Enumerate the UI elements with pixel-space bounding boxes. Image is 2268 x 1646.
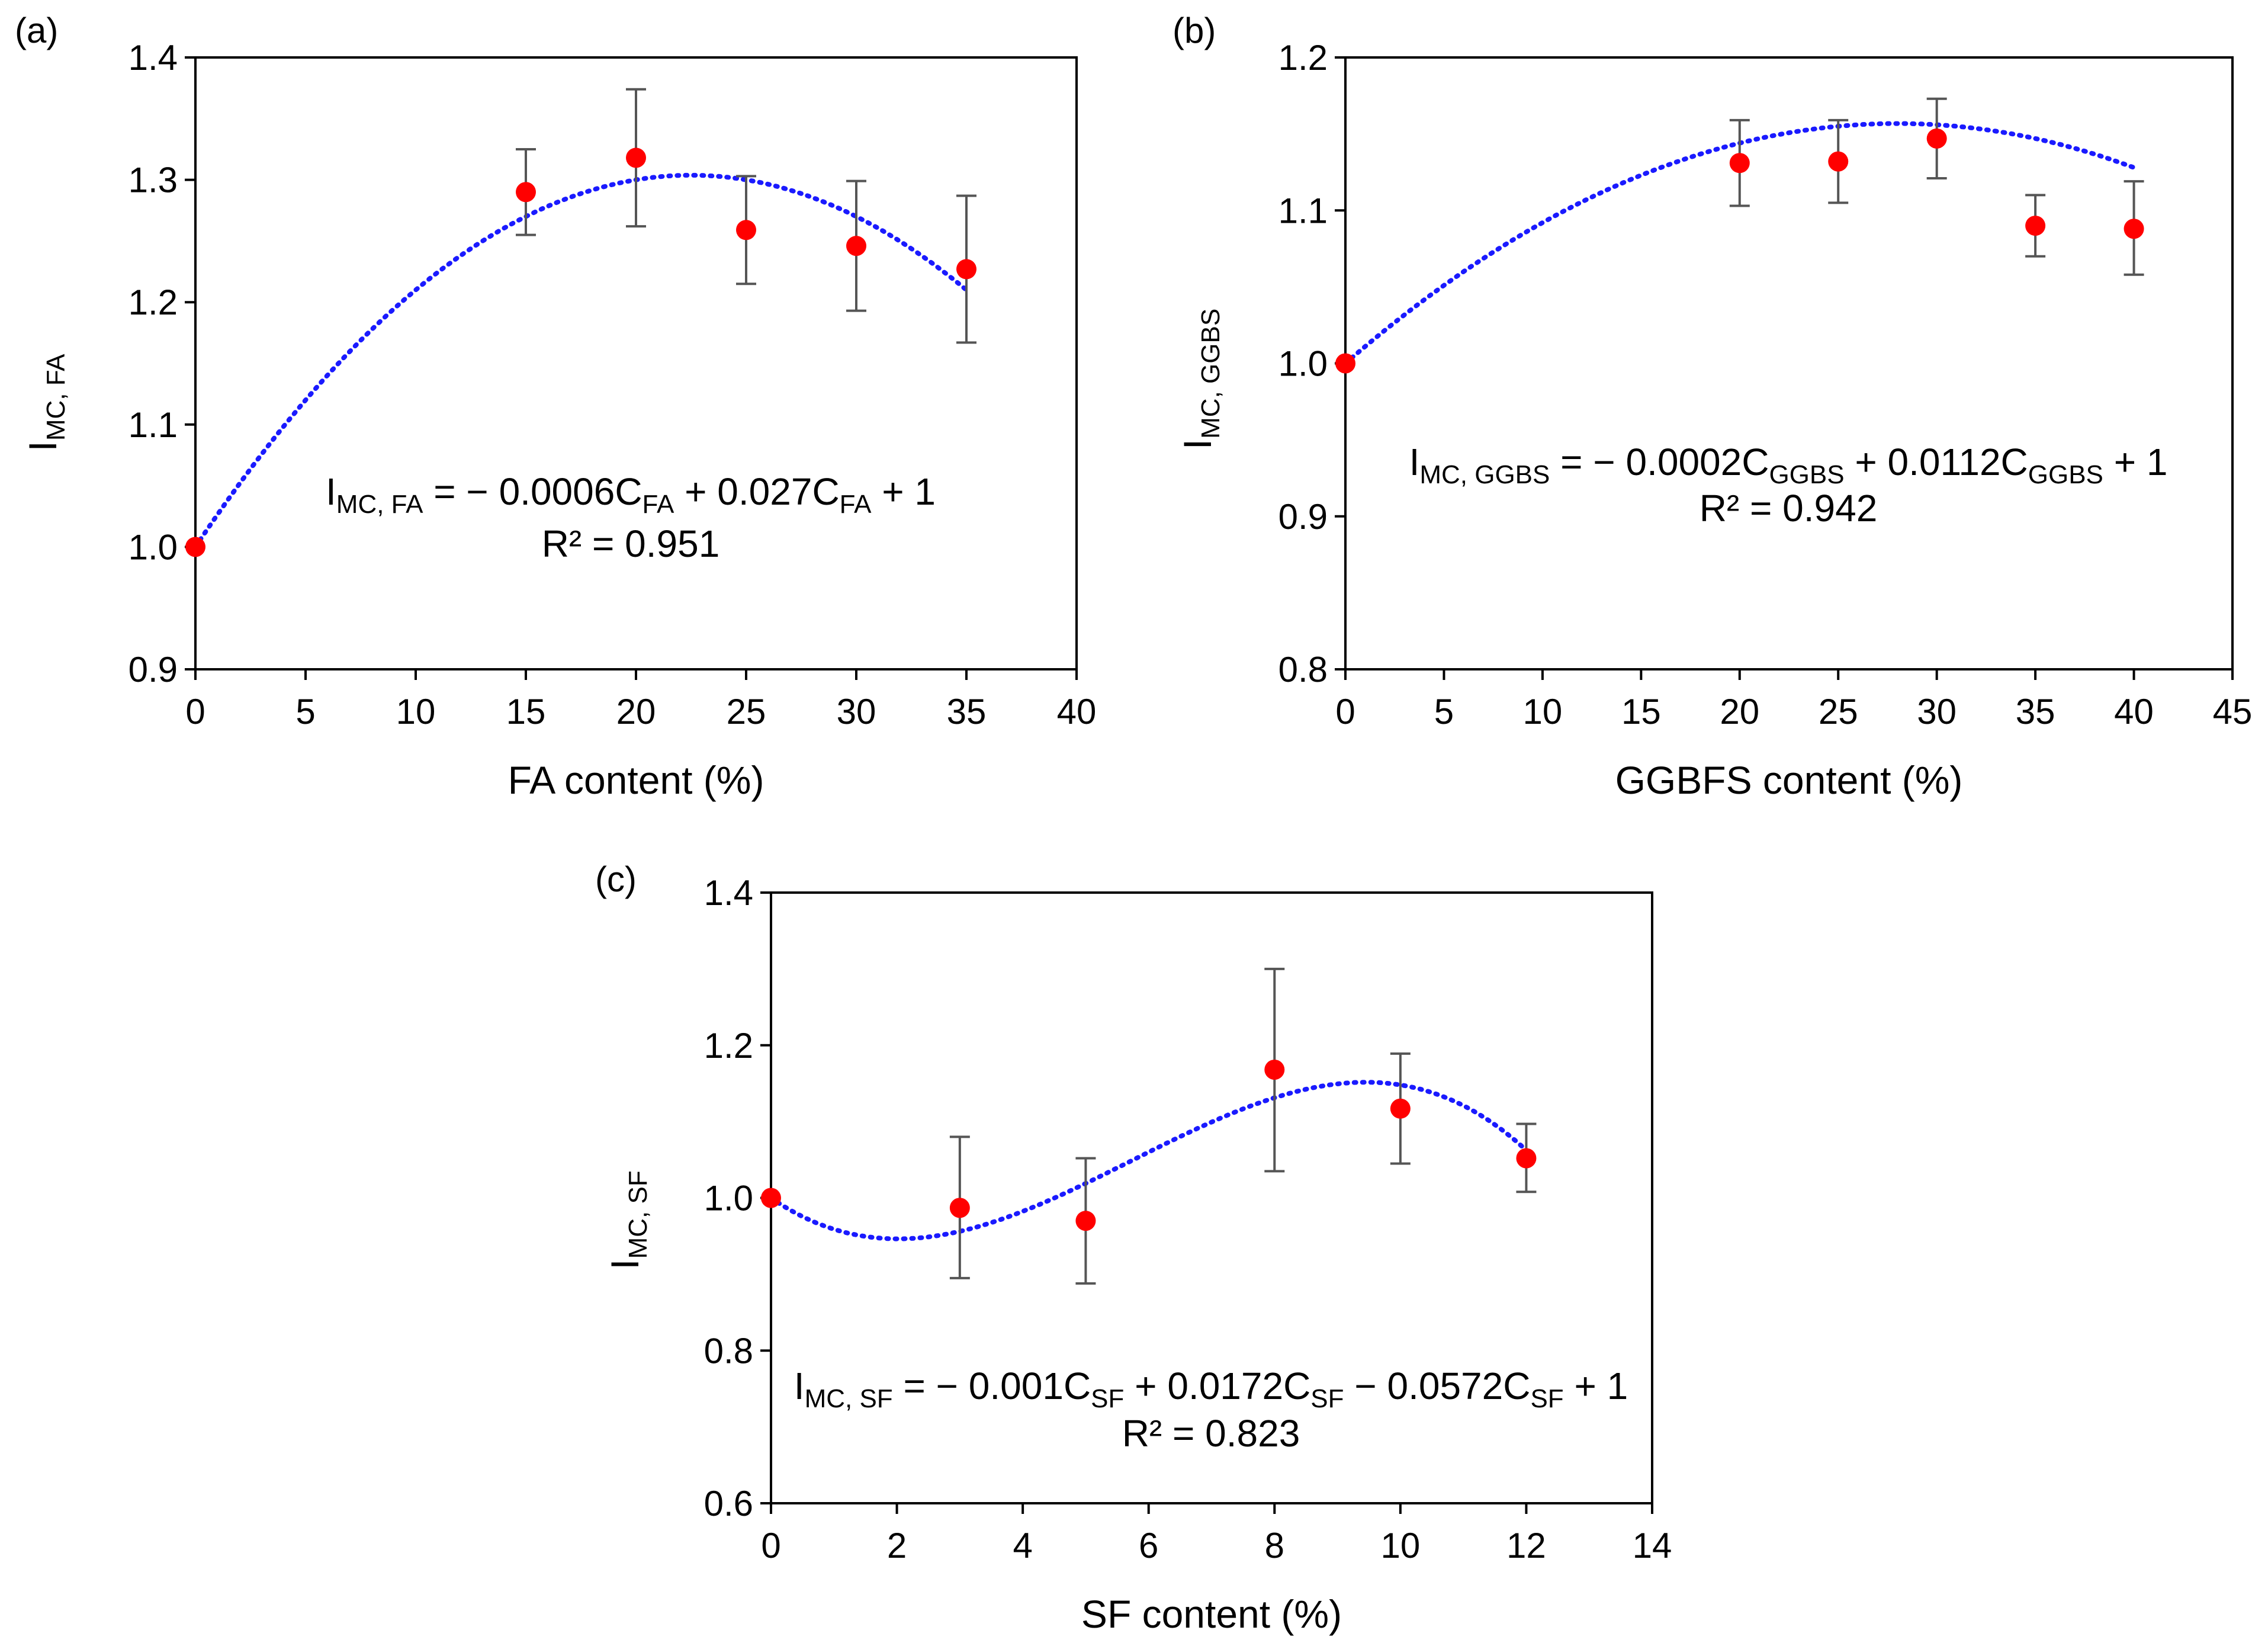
y-axis-title: IMC, FA xyxy=(21,354,70,452)
x-tick-label: 15 xyxy=(506,692,546,731)
y-tick-label: 1.2 xyxy=(1278,38,1328,78)
regression-equation: IMC, GGBS = − 0.0002CGGBS + 0.0112CGGBS … xyxy=(1409,441,2168,489)
y-tick-label: 1.0 xyxy=(129,527,178,567)
data-point xyxy=(949,1198,970,1218)
x-tick-label: 35 xyxy=(947,692,987,731)
x-axis-title: GGBFS content (%) xyxy=(1615,758,1963,802)
y-tick-label: 1.0 xyxy=(704,1179,753,1218)
chart-panel-a: 0 5 10 15 20 25 30 35 40 0.9 1.0 1.1 1.2 1.3 1.4 FA con… xyxy=(15,11,1096,802)
regression-equation: IMC, SF = − 0.001CSF + 0.0172CSF − 0.057… xyxy=(794,1365,1628,1413)
y-tick-label: 1.2 xyxy=(129,283,178,322)
x-tick-label: 45 xyxy=(2213,692,2253,731)
x-tick-label: 30 xyxy=(1917,692,1957,731)
panel-label: (b) xyxy=(1172,11,1216,50)
x-axis-title: FA content (%) xyxy=(508,758,764,802)
chart-panel-b: 0 5 10 15 20 25 30 35 40 45 0.8 0.9 1.0 1.1 1.2 GGBFS c… xyxy=(1172,11,2252,802)
x-tick-label: 10 xyxy=(396,692,436,731)
r-squared: R² = 0.823 xyxy=(1122,1412,1300,1455)
y-axis-title: IMC, GGBS xyxy=(1175,309,1225,450)
regression-equation: IMC, FA = − 0.0006CFA + 0.027CFA + 1 xyxy=(326,470,936,519)
data-point xyxy=(1264,1059,1285,1080)
data-point xyxy=(185,537,205,557)
x-tick-label: 8 xyxy=(1265,1526,1284,1565)
data-point xyxy=(1926,128,1947,149)
data-point xyxy=(516,182,536,203)
x-tick-label: 0 xyxy=(185,692,205,731)
x-tick-label: 35 xyxy=(2016,692,2055,731)
y-tick-label: 0.6 xyxy=(704,1484,753,1523)
x-tick-label: 10 xyxy=(1523,692,1563,731)
data-point xyxy=(626,147,646,168)
y-tick-label: 1.1 xyxy=(1278,191,1328,230)
data-point xyxy=(1828,151,1849,172)
x-tick-label: 12 xyxy=(1506,1526,1546,1565)
y-tick-label: 1.0 xyxy=(1278,344,1328,384)
y-tick-label: 1.4 xyxy=(704,873,753,913)
r-squared: R² = 0.942 xyxy=(1700,487,1878,530)
r-squared: R² = 0.951 xyxy=(542,522,720,565)
chart-panel-c: 0 2 4 6 8 10 12 14 0.6 0.8 1.0 1.2 1.4 SF content (%)… xyxy=(595,859,1672,1636)
y-tick-label: 1.1 xyxy=(129,405,178,445)
x-tick-label: 25 xyxy=(1819,692,1858,731)
data-point xyxy=(1729,153,1750,174)
x-axis-title: SF content (%) xyxy=(1081,1592,1342,1636)
y-tick-label: 1.3 xyxy=(129,161,178,200)
x-tick-label: 0 xyxy=(761,1526,780,1565)
y-tick-label: 0.9 xyxy=(1278,497,1328,537)
y-tick-label: 0.8 xyxy=(1278,650,1328,689)
x-tick-label: 14 xyxy=(1633,1526,1672,1565)
y-tick-label: 1.2 xyxy=(704,1026,753,1066)
y-tick-label: 1.4 xyxy=(129,38,178,78)
y-tick-label: 0.8 xyxy=(704,1331,753,1371)
x-tick-label: 4 xyxy=(1013,1526,1032,1565)
x-tick-label: 30 xyxy=(837,692,876,731)
data-point xyxy=(1390,1098,1411,1119)
data-point xyxy=(2124,219,2144,239)
data-point xyxy=(736,220,756,240)
x-tick-label: 5 xyxy=(295,692,315,731)
x-tick-label: 6 xyxy=(1139,1526,1158,1565)
y-tick-label: 0.9 xyxy=(129,650,178,689)
panel-label: (c) xyxy=(595,859,637,899)
x-tick-label: 15 xyxy=(1621,692,1661,731)
panel-label: (a) xyxy=(15,11,58,50)
trendline xyxy=(193,172,969,550)
data-point xyxy=(1516,1148,1537,1169)
data-point xyxy=(846,236,866,256)
x-tick-label: 25 xyxy=(727,692,766,731)
x-tick-label: 40 xyxy=(1057,692,1097,731)
x-tick-label: 0 xyxy=(1335,692,1355,731)
data-point xyxy=(2025,216,2046,236)
data-point xyxy=(1075,1211,1096,1231)
x-tick-label: 20 xyxy=(1720,692,1759,731)
x-tick-label: 10 xyxy=(1380,1526,1420,1565)
x-tick-label: 5 xyxy=(1434,692,1454,731)
plot-area-frame xyxy=(1344,56,2234,670)
y-axis-title: IMC, SF xyxy=(603,1170,653,1269)
x-tick-label: 2 xyxy=(887,1526,907,1565)
x-tick-label: 20 xyxy=(616,692,656,731)
data-point xyxy=(1335,353,1355,374)
trendline xyxy=(769,1080,1529,1241)
x-tick-label: 40 xyxy=(2114,692,2154,731)
data-point xyxy=(761,1188,781,1208)
data-point xyxy=(956,259,976,280)
